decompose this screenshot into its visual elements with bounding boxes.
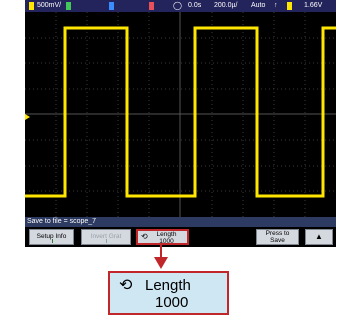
rotate-knob-icon: ⟲ [119, 277, 133, 294]
arrow-up-icon: ▲ [315, 232, 323, 241]
trigger-level: 1.66V [304, 2, 323, 9]
press-to-save-softkey[interactable]: Press to Save [256, 229, 299, 245]
trigger-source-icon [287, 2, 292, 10]
toggle-indicator [106, 239, 107, 243]
toggle-indicator [51, 239, 53, 243]
channel-1-scale: 500mV/ [37, 2, 62, 9]
ground-marker [25, 114, 30, 120]
invert-grat-label: Invert Grat [90, 233, 122, 240]
save-filename-line: Save to file = scope_7 [25, 217, 336, 227]
softkey-row: Setup Info Invert Grat ⟲ Length 1000 Pre… [25, 227, 336, 247]
trigger-position-icon: ◯ [173, 1, 182, 10]
channel-3-indicator [109, 2, 114, 10]
trigger-mode: Auto [251, 2, 266, 9]
time-delay: 0.0s [188, 2, 202, 9]
length-softkey[interactable]: ⟲ Length 1000 [136, 229, 189, 245]
length-value: 1000 [159, 238, 174, 245]
rotate-knob-icon: ⟲ [141, 232, 148, 241]
press-to-label: Press to [265, 230, 290, 237]
channel-2-indicator [66, 2, 71, 10]
channel-4-indicator [149, 2, 154, 10]
invert-grat-softkey[interactable]: Invert Grat [81, 229, 131, 245]
callout-arrowhead [154, 257, 168, 269]
setup-info-label: Setup Info [36, 233, 67, 240]
save-label: Save [270, 237, 285, 244]
length-label: Length [156, 231, 177, 238]
status-bar: 500mV/ ◯ 0.0s 200.0µ/ Auto ↑ 1.66V [25, 0, 336, 12]
setup-info-softkey[interactable]: Setup Info [29, 229, 74, 245]
oscilloscope-screen: 500mV/ ◯ 0.0s 200.0µ/ Auto ↑ 1.66V [25, 0, 336, 247]
trigger-edge-icon: ↑ [274, 2, 278, 9]
callout-length-value: 1000 [155, 294, 189, 311]
callout-arrow-line [160, 244, 162, 259]
waveform-trace [25, 26, 336, 198]
callout-length-label: Length [145, 277, 191, 294]
graticule [25, 12, 336, 217]
time-scale: 200.0µ/ [214, 2, 238, 9]
channel-1-indicator [29, 2, 34, 10]
back-up-softkey[interactable]: ▲ [305, 229, 333, 245]
length-callout: ⟲ Length 1000 [108, 271, 229, 315]
